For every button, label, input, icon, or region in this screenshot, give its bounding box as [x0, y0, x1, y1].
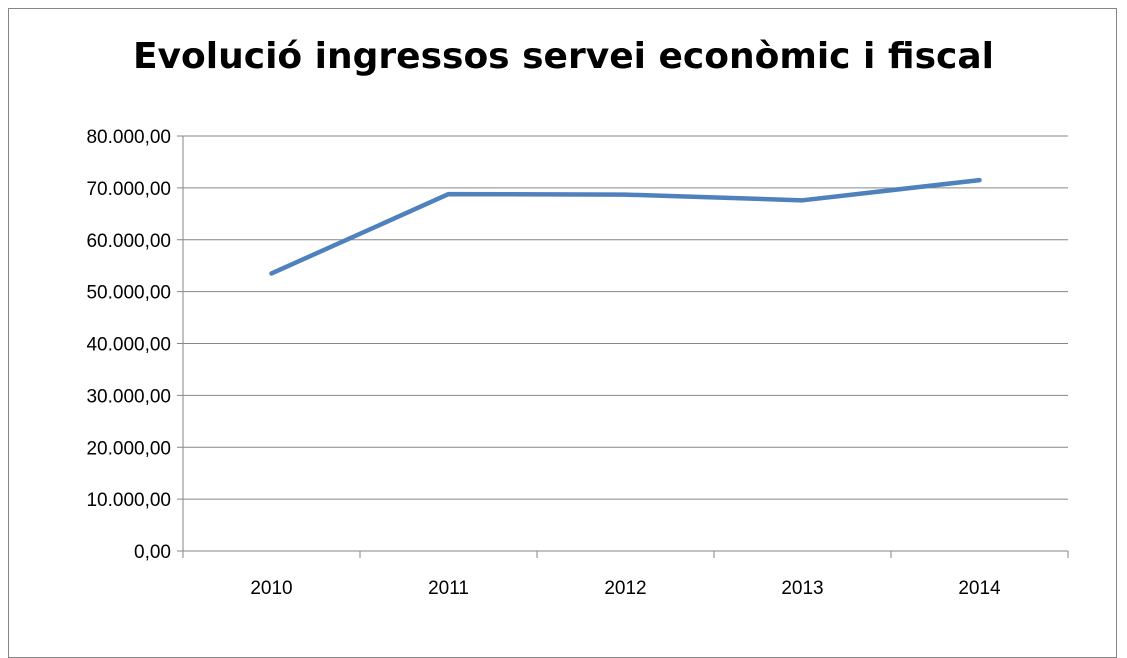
- y-tick-label: 80.000,00: [86, 127, 171, 148]
- y-tick-label: 60.000,00: [86, 231, 171, 252]
- x-tick-label: 2010: [250, 578, 292, 599]
- y-tick-label: 0,00: [134, 542, 171, 563]
- y-tick-label: 20.000,00: [86, 438, 171, 459]
- gridlines: [177, 135, 1068, 500]
- y-tick-labels: 0,00 10.000,00 20.000,00 30.000,00 40.000,00…: [86, 127, 171, 563]
- x-tick-labels: 2010 2011 2012 2013 2014: [250, 578, 1001, 599]
- chart-frame: [8, 8, 1117, 658]
- x-tick-label: 2014: [958, 578, 1001, 599]
- x-tick-label: 2011: [428, 578, 469, 599]
- y-tick-label: 30.000,00: [86, 386, 171, 407]
- x-tick-label: 2012: [604, 578, 646, 599]
- series-lines: [269, 177, 982, 276]
- y-tick-label: 50.000,00: [86, 283, 171, 304]
- y-tick-label: 10.000,00: [86, 490, 171, 511]
- x-tick-label: 2013: [781, 578, 823, 599]
- chart-title: Evolució ingressos servei econòmic i fis…: [132, 36, 995, 77]
- axes: [177, 136, 1069, 558]
- y-tick-label: 70.000,00: [86, 179, 171, 200]
- series-line: [269, 177, 982, 276]
- y-tick-label: 40.000,00: [86, 335, 171, 356]
